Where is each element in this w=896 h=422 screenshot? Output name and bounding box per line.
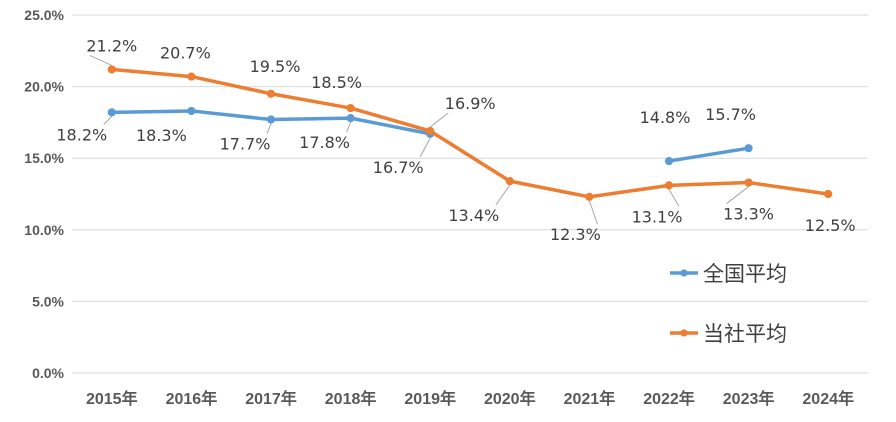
data-label: 12.3% [550, 225, 601, 244]
data-label: 18.5% [311, 73, 362, 92]
label-leader-line [103, 116, 113, 125]
data-label: 13.1% [632, 207, 683, 226]
x-tick-label: 2021年 [564, 389, 616, 408]
data-label: 16.7% [373, 158, 424, 177]
x-tick-label: 2018年 [325, 389, 377, 408]
data-point-series-2 [107, 65, 116, 74]
y-tick-label: 20.0% [24, 79, 64, 95]
data-point-series-2 [744, 178, 753, 187]
data-label: 21.2% [86, 36, 137, 55]
data-point-series-2 [346, 103, 355, 113]
x-tick-label: 2019年 [404, 389, 456, 408]
data-label: 18.2% [56, 125, 107, 144]
data-point-series-2 [585, 192, 594, 201]
data-point-series-1 [744, 144, 753, 153]
data-label: 19.5% [250, 57, 301, 76]
label-leader-line [668, 189, 680, 207]
label-leader-line [266, 123, 272, 134]
y-tick-label: 0.0% [32, 365, 64, 381]
data-label: 14.8% [640, 108, 691, 127]
data-label: 18.3% [136, 126, 187, 145]
data-label: 16.9% [445, 94, 496, 113]
data-point-series-2 [505, 177, 514, 186]
data-point-series-2 [266, 89, 276, 98]
series-line-2 [110, 67, 830, 199]
x-tick-label: 2024年 [802, 389, 854, 408]
data-point-series-1 [664, 156, 674, 166]
data-point-series-2 [824, 189, 833, 199]
label-leader-line [89, 54, 113, 66]
y-tick-label: 5.0% [32, 293, 64, 309]
data-point-series-1 [187, 106, 196, 116]
data-label: 17.7% [220, 135, 271, 154]
y-tick-label: 15.0% [24, 150, 64, 166]
data-label: 17.8% [299, 133, 350, 152]
data-label: 20.7% [160, 44, 211, 63]
data-point-series-2 [664, 181, 674, 190]
label-leader-line [726, 186, 749, 204]
data-label: 13.4% [448, 206, 499, 225]
label-leader-line [346, 121, 352, 133]
data-point-series-2 [187, 72, 196, 81]
x-tick-label: 2020年 [484, 389, 536, 408]
data-label: 15.7% [705, 105, 756, 124]
label-leader-line [495, 184, 511, 206]
label-leader-line [419, 137, 431, 158]
legend-label: 当社平均 [703, 322, 787, 346]
series-line-1 [667, 146, 751, 163]
legend-swatch-marker [680, 269, 688, 277]
legend-label: 全国平均 [703, 262, 787, 286]
x-tick-label: 2022年 [643, 389, 695, 408]
data-label: 12.5% [805, 216, 856, 235]
data-point-series-2 [426, 126, 435, 136]
x-tick-label: 2023年 [723, 389, 775, 408]
x-tick-label: 2017年 [245, 389, 297, 408]
y-tick-label: 25.0% [24, 7, 64, 23]
y-tick-label: 10.0% [24, 222, 64, 238]
data-label: 13.3% [723, 205, 774, 224]
label-leader-line [588, 200, 598, 225]
data-point-series-1 [266, 115, 276, 124]
data-point-series-1 [107, 108, 116, 117]
label-leader-line [429, 112, 449, 128]
x-tick-label: 2016年 [166, 389, 218, 408]
legend-swatch-marker [680, 329, 688, 337]
data-point-series-1 [346, 114, 355, 123]
x-tick-label: 2015年 [86, 389, 138, 408]
